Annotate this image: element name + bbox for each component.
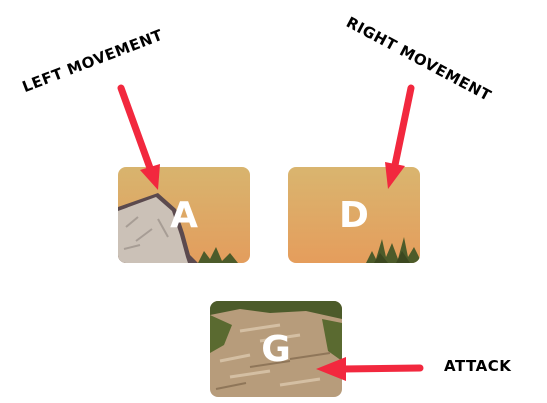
key-g-background: [210, 301, 342, 397]
right-movement-label: RIGHT MOVEMENT: [343, 13, 495, 105]
key-a-letter: A: [170, 195, 198, 236]
key-d-background: [288, 167, 420, 263]
key-d-tile[interactable]: D: [288, 167, 420, 263]
left-movement-label: LEFT MOVEMENT: [19, 25, 166, 97]
key-d-letter: D: [339, 195, 369, 236]
key-g-letter: G: [261, 329, 291, 370]
key-a-background: [118, 167, 250, 263]
attack-label: ATTACK: [444, 357, 512, 375]
key-g-tile[interactable]: G: [210, 301, 342, 397]
key-a-tile[interactable]: A: [118, 167, 250, 263]
